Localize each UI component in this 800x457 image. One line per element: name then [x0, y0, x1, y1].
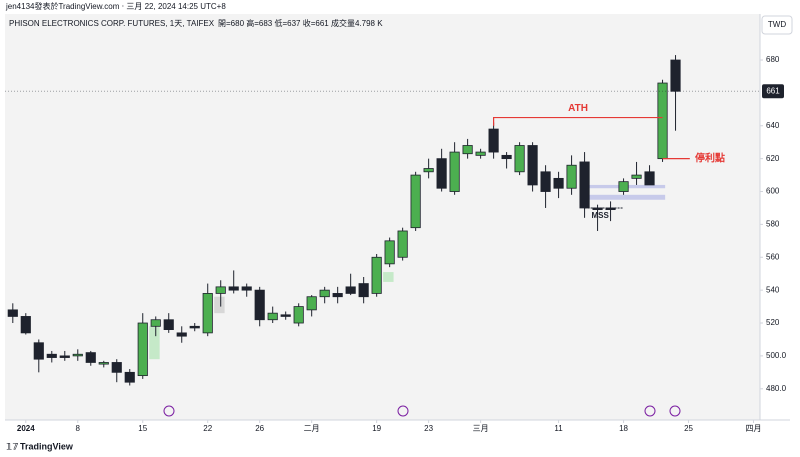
candle-body — [644, 171, 655, 186]
candle-body — [215, 286, 226, 294]
candle-body — [488, 128, 499, 153]
event-icon[interactable] — [644, 405, 656, 417]
candle-body — [553, 177, 564, 189]
x-tick-label: 四月 — [746, 424, 762, 433]
candle-body — [371, 256, 382, 294]
candle-body — [59, 355, 70, 358]
mss-label: MSS — [591, 211, 609, 220]
candle-body — [579, 161, 590, 209]
candle-body — [397, 230, 408, 258]
candle-body — [280, 314, 291, 317]
candle-body — [111, 362, 122, 373]
x-tick-label: 23 — [424, 424, 433, 433]
candle-body — [384, 240, 395, 265]
event-icon[interactable] — [163, 405, 175, 417]
x-tick-label: 三月 — [473, 424, 489, 433]
candle-body — [670, 59, 681, 92]
candle-body — [345, 286, 356, 294]
event-icon[interactable] — [397, 405, 409, 417]
candle-body — [423, 168, 434, 173]
y-tick-label: 540 — [766, 285, 780, 294]
watermark: jen4134發表於TradingView.com ‧ 三月 22, 2024 … — [5, 1, 226, 11]
y-tick-label: 500.0 — [766, 351, 787, 360]
x-tick-label: 11 — [554, 424, 563, 433]
candle-body — [241, 286, 252, 291]
candle-body — [202, 293, 213, 334]
candle-body — [514, 145, 525, 173]
last-price-box — [762, 84, 784, 99]
plot-background — [5, 14, 760, 420]
candle-body — [475, 151, 486, 156]
x-tick-label: 25 — [684, 424, 693, 433]
liquidity-zone — [588, 194, 666, 200]
candle-body — [72, 353, 83, 357]
candle-body — [46, 353, 57, 358]
ath-label: ATH — [568, 103, 588, 114]
y-tick-label: 640 — [766, 121, 780, 130]
x-tick-label: 26 — [255, 424, 264, 433]
ohlc-text: 開=680 高=683 低=637 收=661 成交量4.798 K — [218, 18, 383, 28]
candle-body — [150, 319, 161, 327]
y-tick-label: 600 — [766, 187, 780, 196]
candle-body — [306, 296, 317, 311]
candle-body — [228, 286, 239, 291]
candle-body — [293, 306, 304, 324]
y-tick-label: 520 — [766, 318, 780, 327]
currency-box[interactable] — [761, 15, 793, 35]
candle-body — [436, 158, 447, 189]
chart-title: PHISON ELECTRONICS CORP. FUTURES, 1天, TA… — [9, 19, 215, 28]
candle-body — [98, 362, 109, 365]
candle-body — [358, 283, 369, 298]
x-tick-label: 15 — [138, 424, 147, 433]
y-tick-label: 580 — [766, 220, 780, 229]
x-tick-label: 8 — [76, 424, 81, 433]
candle-body — [566, 164, 577, 189]
x-tick-label: 22 — [203, 424, 212, 433]
x-tick-label: 19 — [372, 424, 381, 433]
brand-logo: 𝟙𝟟 — [6, 441, 19, 451]
candle-body — [33, 342, 44, 360]
candle-body — [137, 322, 148, 377]
candle-body — [618, 181, 629, 192]
x-tick-label: 18 — [619, 424, 628, 433]
brand: TradingView — [20, 441, 74, 451]
candle-body — [410, 174, 421, 229]
x-tick-label: 2024 — [17, 424, 35, 433]
event-icon[interactable] — [669, 405, 681, 417]
candle-body — [124, 371, 135, 383]
candle-body — [462, 145, 473, 155]
y-tick-label: 480.0 — [766, 384, 787, 393]
candle-body — [527, 145, 538, 186]
y-tick-label: 680 — [766, 55, 780, 64]
x-tick-label: 二月 — [304, 424, 320, 433]
fvg-zone — [149, 326, 160, 360]
candle-body — [267, 312, 278, 321]
candle-body — [176, 332, 187, 337]
candle-body — [163, 319, 174, 330]
candle-body — [20, 316, 31, 334]
stop-label: 停利點 — [695, 151, 725, 164]
y-tick-label: 620 — [766, 154, 780, 163]
currency: TWD — [768, 20, 786, 29]
y-tick-label: 560 — [766, 252, 780, 261]
candle-body — [631, 174, 642, 179]
candle-body — [449, 151, 460, 192]
fvg-zone — [214, 296, 225, 314]
ath-line — [493, 116, 663, 126]
candle-body — [189, 325, 200, 329]
candle-body — [332, 293, 343, 298]
candle-body — [85, 352, 96, 363]
fvg-zone — [383, 272, 394, 282]
candle-body — [7, 309, 18, 317]
candle-body — [254, 289, 265, 321]
last-price-label: 661 — [766, 86, 780, 95]
candle-body — [501, 154, 512, 160]
candle-body — [657, 82, 668, 160]
candle-body — [540, 171, 551, 192]
event-icons — [163, 405, 681, 417]
candle-body — [319, 289, 330, 298]
